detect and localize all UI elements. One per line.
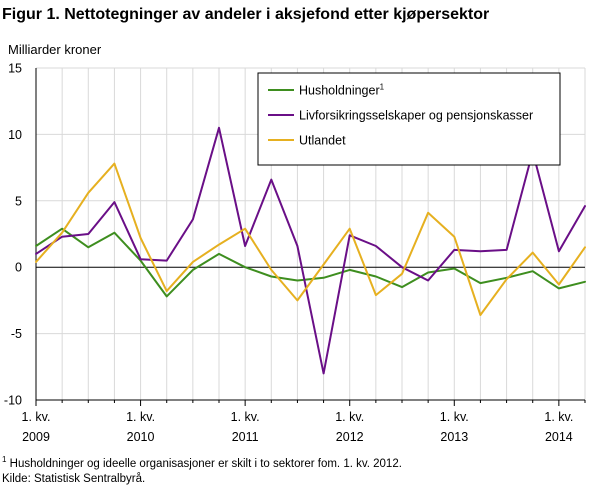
y-axis-unit-label: Milliarder kroner <box>8 42 102 57</box>
x-tick-label: 1. kv. <box>22 410 51 424</box>
legend-box <box>257 72 561 166</box>
y-tick-label: -5 <box>11 327 22 341</box>
legend-label: Husholdninger1 <box>299 83 385 98</box>
series-lines <box>35 126 586 375</box>
y-tick-label: 0 <box>15 261 22 275</box>
x-tick-label: 1. kv. <box>544 410 573 424</box>
footnote-marker: 1 <box>2 455 7 465</box>
series-line <box>35 126 586 375</box>
series-line <box>35 227 586 298</box>
y-tick-label: 10 <box>8 128 22 142</box>
x-tick-label-year: 2011 <box>232 430 259 444</box>
chart-title: Figur 1. Nettotegninger av andeler i aks… <box>2 6 490 23</box>
legend-label: Livforsikringsselskaper og pensjonskasse… <box>299 109 533 123</box>
legend-label: Utlandet <box>299 134 346 148</box>
source-note: Kilde: Statistisk Sentralbyrå. <box>2 473 146 485</box>
footnote: 1 Husholdninger og ideelle organisasjone… <box>2 455 402 471</box>
x-tick-label: 1. kv. <box>231 410 260 424</box>
legend: Husholdninger1 Livforsikringsselskaper og… <box>257 72 561 166</box>
x-tick-label-year: 2012 <box>336 430 364 444</box>
y-tick-label: 15 <box>8 62 22 76</box>
x-tick-label: 1. kv. <box>126 410 155 424</box>
x-tick-label-year: 2009 <box>22 430 50 444</box>
y-tick-label: -10 <box>4 394 22 408</box>
x-tick-label-year: 2014 <box>545 430 573 444</box>
legend-superscript: 1 <box>380 83 385 92</box>
y-tick-label: 5 <box>15 194 22 208</box>
x-tick-label-year: 2010 <box>127 430 155 444</box>
x-tick-label: 1. kv. <box>440 410 469 424</box>
x-tick-label-year: 2013 <box>440 430 468 444</box>
footnote-text: Husholdninger og ideelle organisasjoner … <box>6 458 402 470</box>
x-tick-label: 1. kv. <box>335 410 364 424</box>
series-line <box>35 162 586 316</box>
